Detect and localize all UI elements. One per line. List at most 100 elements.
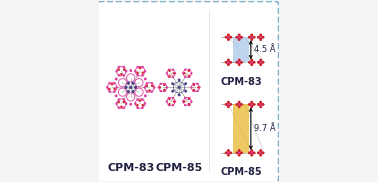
Circle shape (238, 36, 241, 39)
Circle shape (227, 103, 230, 106)
Circle shape (241, 152, 242, 154)
Circle shape (197, 83, 198, 84)
Circle shape (127, 82, 129, 84)
Circle shape (152, 85, 153, 86)
Circle shape (146, 85, 147, 86)
Circle shape (107, 87, 108, 88)
Circle shape (164, 89, 165, 90)
Circle shape (225, 62, 227, 63)
FancyBboxPatch shape (233, 37, 249, 62)
Circle shape (260, 106, 262, 108)
Circle shape (249, 152, 250, 154)
Circle shape (114, 91, 115, 92)
Circle shape (262, 37, 264, 38)
Circle shape (118, 99, 119, 100)
Circle shape (228, 64, 229, 65)
Circle shape (250, 61, 253, 64)
Circle shape (109, 91, 110, 92)
Circle shape (172, 69, 174, 70)
Circle shape (169, 75, 170, 76)
Circle shape (262, 104, 264, 105)
Circle shape (225, 104, 227, 105)
Text: CPM-83: CPM-83 (220, 77, 262, 87)
Circle shape (137, 105, 138, 106)
Circle shape (228, 150, 229, 151)
Circle shape (151, 83, 152, 84)
Circle shape (118, 107, 119, 108)
Circle shape (228, 59, 229, 61)
Circle shape (250, 103, 253, 106)
Circle shape (144, 87, 145, 88)
Circle shape (238, 103, 241, 106)
Circle shape (158, 87, 159, 88)
Circle shape (239, 150, 240, 151)
Circle shape (115, 78, 117, 80)
Circle shape (149, 90, 150, 91)
Circle shape (260, 59, 262, 61)
Circle shape (197, 90, 198, 91)
Circle shape (184, 73, 185, 74)
Circle shape (142, 105, 143, 106)
Circle shape (251, 34, 253, 36)
Circle shape (228, 101, 229, 103)
Circle shape (127, 91, 129, 92)
Circle shape (118, 102, 119, 103)
Circle shape (139, 68, 141, 69)
Circle shape (198, 87, 199, 88)
Circle shape (228, 39, 229, 40)
Circle shape (160, 90, 161, 91)
Circle shape (253, 62, 255, 63)
Circle shape (184, 101, 185, 102)
Circle shape (193, 90, 194, 91)
Circle shape (132, 91, 134, 92)
Circle shape (260, 150, 262, 151)
Circle shape (118, 66, 119, 68)
Circle shape (116, 87, 118, 88)
Circle shape (236, 152, 237, 154)
Circle shape (178, 87, 180, 88)
Circle shape (230, 37, 231, 38)
Circle shape (262, 62, 264, 63)
Circle shape (112, 84, 113, 85)
Circle shape (109, 88, 110, 90)
Circle shape (262, 152, 264, 154)
Circle shape (109, 83, 110, 84)
Circle shape (185, 76, 186, 77)
Circle shape (238, 151, 241, 154)
Circle shape (250, 36, 253, 39)
Circle shape (251, 101, 253, 103)
Circle shape (259, 103, 262, 106)
Circle shape (239, 64, 240, 65)
Circle shape (137, 66, 138, 68)
Circle shape (183, 73, 184, 74)
Circle shape (230, 62, 231, 63)
Circle shape (145, 95, 146, 97)
Circle shape (172, 76, 174, 77)
Circle shape (183, 101, 184, 102)
Circle shape (124, 102, 125, 103)
Circle shape (123, 99, 124, 100)
Circle shape (241, 37, 242, 38)
Circle shape (239, 59, 240, 61)
Circle shape (227, 151, 230, 154)
Circle shape (258, 152, 259, 154)
Circle shape (130, 70, 132, 71)
Circle shape (115, 95, 117, 97)
Circle shape (249, 62, 250, 63)
Circle shape (259, 61, 262, 64)
Circle shape (142, 107, 143, 108)
Circle shape (137, 75, 138, 76)
Circle shape (239, 101, 240, 103)
Circle shape (137, 99, 138, 100)
FancyBboxPatch shape (98, 1, 279, 182)
Circle shape (239, 34, 240, 36)
Circle shape (241, 62, 242, 63)
Circle shape (188, 75, 189, 76)
Text: 9.7 Å: 9.7 Å (254, 124, 275, 133)
Circle shape (258, 62, 259, 63)
Circle shape (253, 152, 255, 154)
Circle shape (185, 105, 186, 106)
Circle shape (145, 78, 146, 80)
Circle shape (164, 84, 165, 85)
Circle shape (228, 34, 229, 36)
